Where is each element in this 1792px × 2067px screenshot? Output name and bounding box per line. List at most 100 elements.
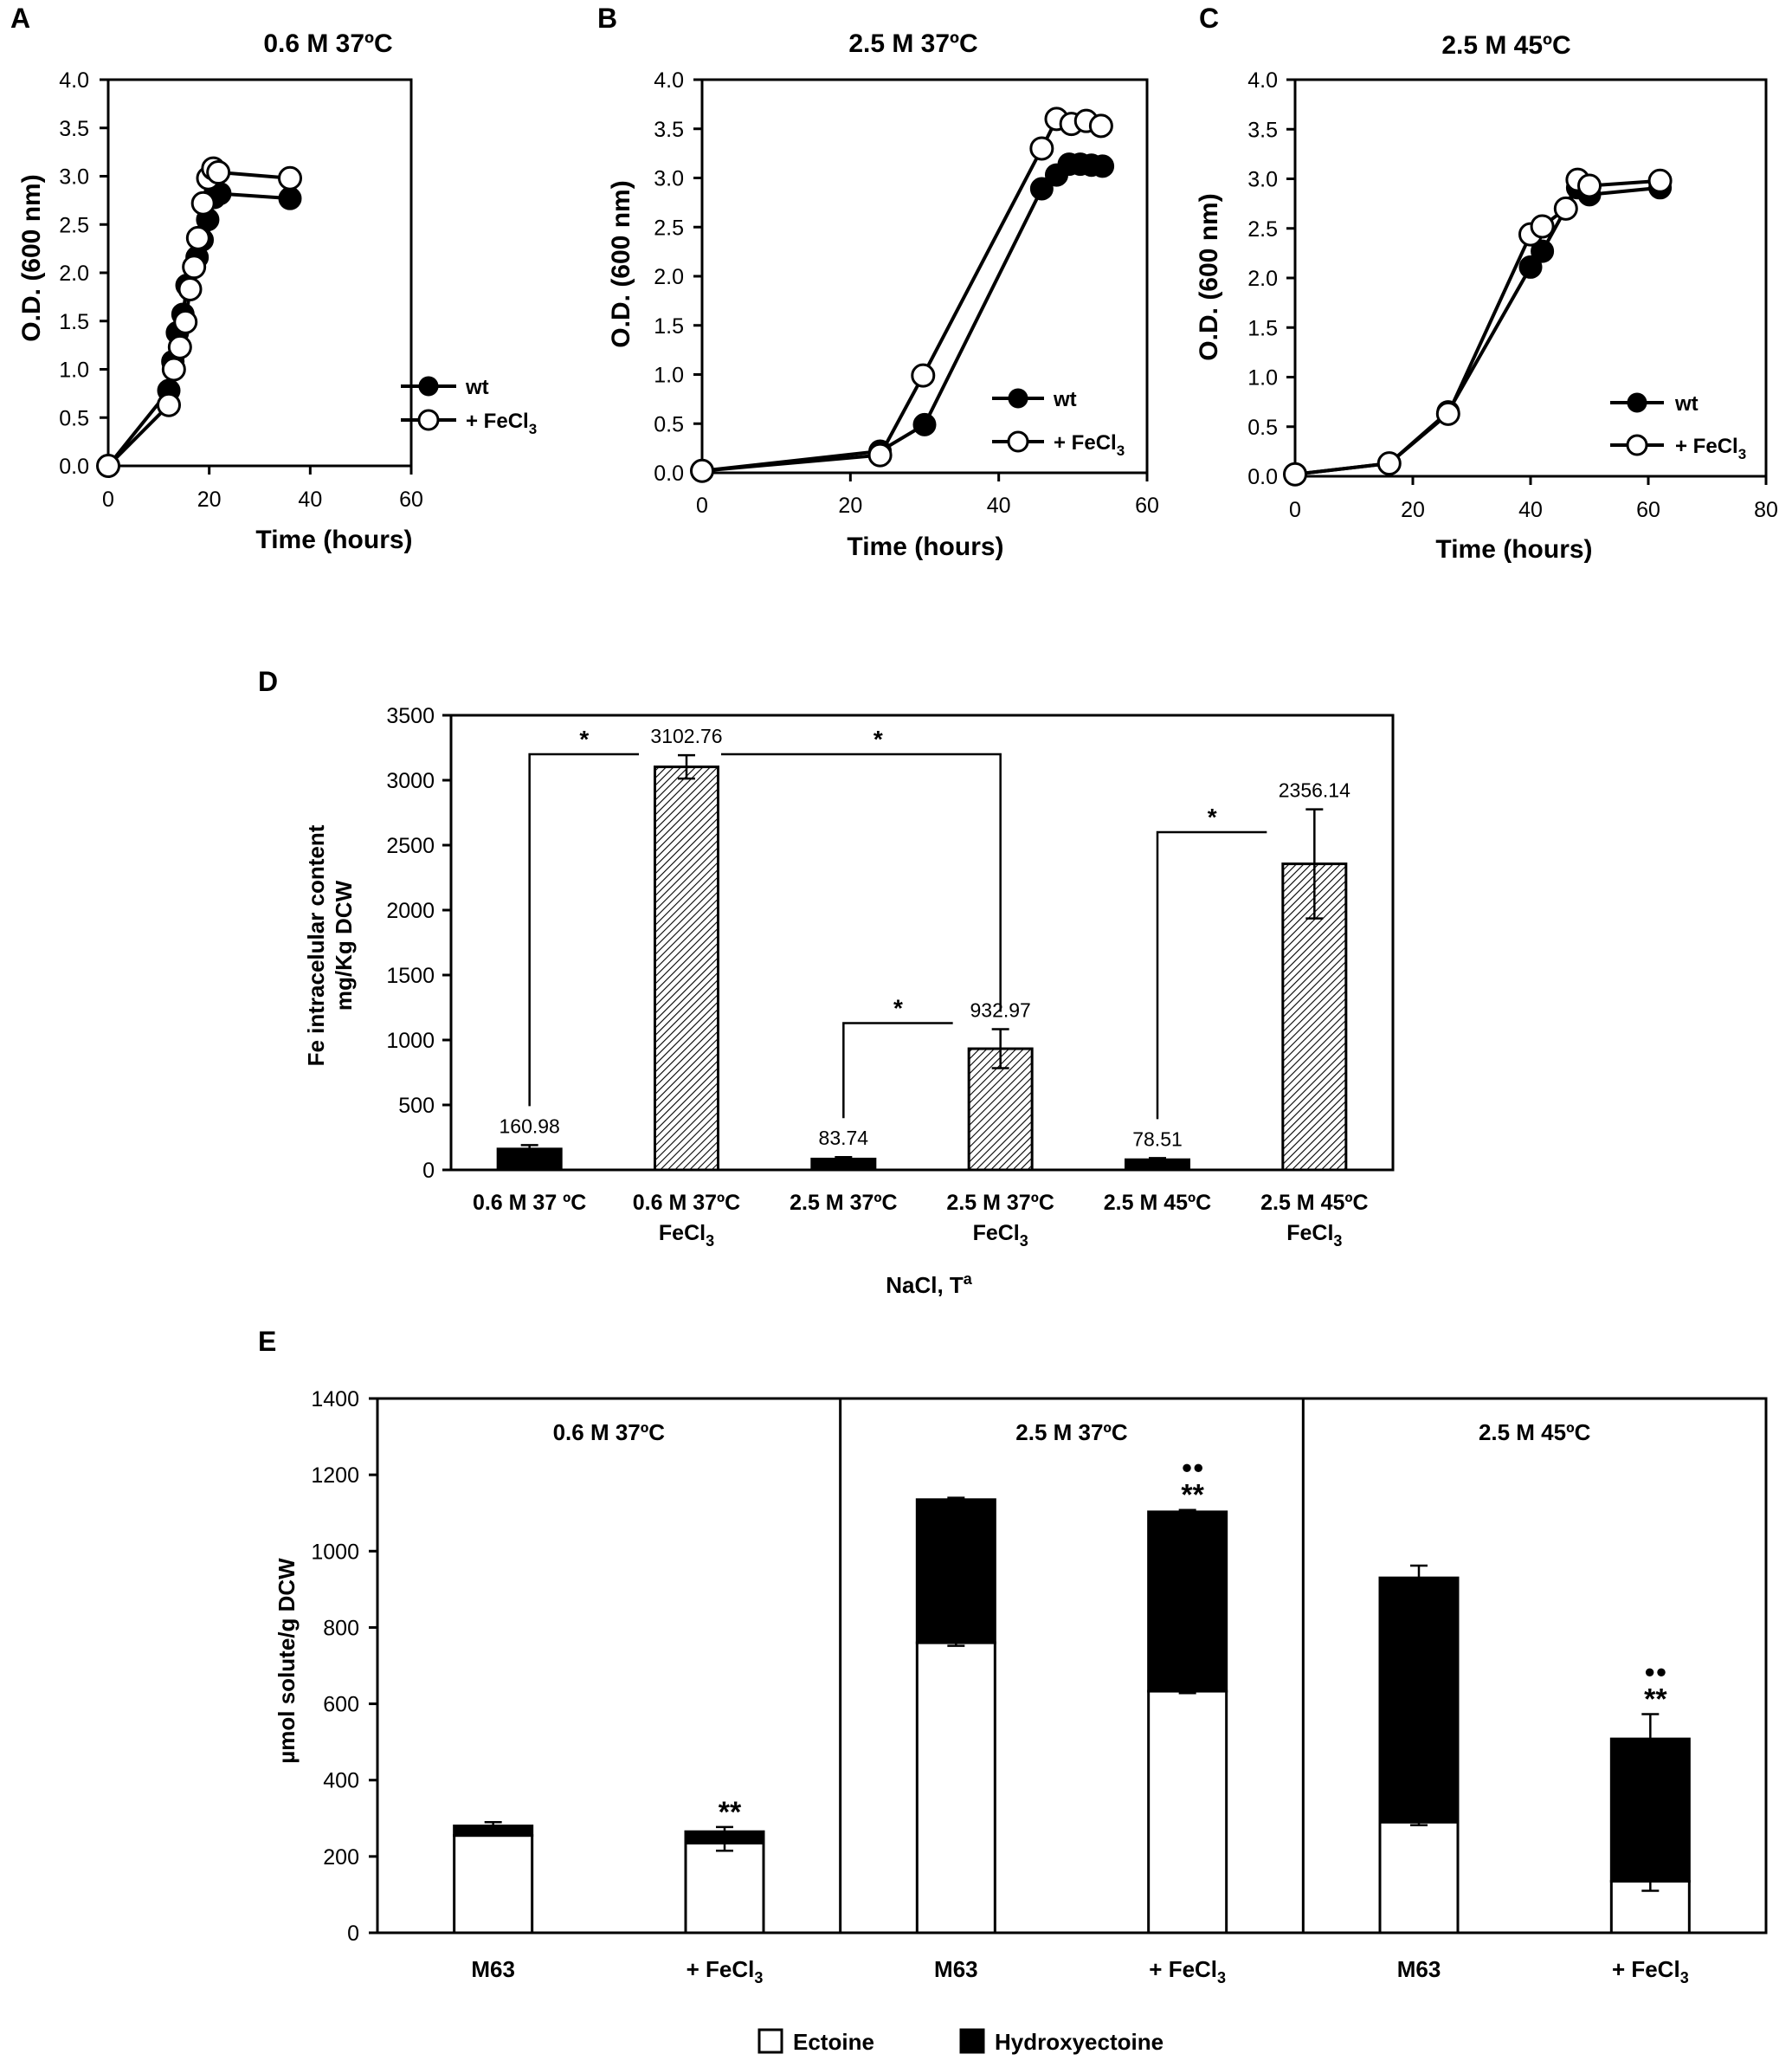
data-point-fecl3 [1029, 136, 1054, 161]
y-tick-label: 1200 [311, 1463, 359, 1488]
bar-segment-hydroxyectoine [1147, 1510, 1228, 1693]
x-tick-label: 40 [298, 488, 322, 512]
data-point-fecl3 [690, 458, 714, 483]
data-point-fecl3 [96, 454, 120, 478]
category-label: 2.5 M 45ºC [1104, 1191, 1211, 1215]
y-tick-label: 1.5 [654, 314, 684, 339]
y-tick-label: 4.0 [59, 68, 89, 93]
significance-stars: ** [1181, 1479, 1204, 1512]
data-point-fecl3 [1376, 451, 1402, 476]
significance-star: * [1208, 804, 1217, 830]
significance-star: * [579, 726, 589, 753]
panel-label-d: D [258, 666, 278, 697]
data-point-wt [912, 412, 937, 436]
bar-segment-hydroxyectoine [684, 1830, 765, 1844]
bar-segment-ectoine [915, 1641, 996, 1935]
significance-bracket [721, 753, 1002, 1012]
y-tick-label: 1.0 [1247, 366, 1278, 391]
bar-segment-ectoine [1147, 1689, 1228, 1935]
series-line-wt [701, 162, 1103, 473]
bar [654, 765, 719, 1172]
series-line-wt [1294, 185, 1660, 476]
significance-bracket [528, 753, 639, 1107]
category-label: M63 [471, 1956, 515, 1982]
y-tick-label: 2.5 [1247, 217, 1278, 242]
y-tick-label: 3500 [386, 704, 435, 728]
legend-label-fecl3: + FeCl3 [1054, 431, 1125, 459]
x-tick-label: 60 [399, 488, 423, 512]
panel-e-legend: Ectoine Hydroxyectoine [757, 2028, 1164, 2055]
y-tick-label: 2500 [386, 834, 435, 858]
panel-c-legend: wt + FeCl3 [1610, 392, 1746, 462]
panel-label-c: C [1199, 3, 1219, 34]
data-point-fecl3 [278, 165, 302, 191]
category-label-line2: FeCl3 [973, 1221, 1028, 1250]
y-tick-label: 1.0 [654, 364, 684, 388]
panel-c-xlabel: Time (hours) [1435, 535, 1592, 564]
data-point-fecl3 [190, 191, 216, 216]
y-tick-label: 1400 [311, 1387, 359, 1411]
data-point-fecl3 [157, 392, 181, 417]
y-tick-label: 3.5 [654, 118, 684, 142]
bar-segment-ectoine [1378, 1820, 1460, 1935]
panel-b-legend: wt + FeCl3 [992, 388, 1125, 459]
bar-segment-hydroxyectoine [1609, 1737, 1691, 1883]
data-point-fecl3 [911, 363, 936, 388]
bar [1281, 862, 1348, 1172]
data-point-fecl3 [1283, 462, 1307, 487]
bar-segment-hydroxyectoine [453, 1825, 534, 1838]
category-label: + FeCl3 [1149, 1956, 1226, 1986]
significance-bracket [842, 1022, 953, 1119]
panel-e-ylabel: µmol solute/g DCW [274, 1558, 300, 1764]
data-point-fecl3 [182, 255, 207, 280]
panel-d-ylabel-units: mg/Kg DCW [331, 880, 357, 1011]
y-tick-label: 3.0 [59, 165, 89, 190]
x-tick-label: 0 [1289, 498, 1301, 522]
y-tick-label: 800 [323, 1616, 359, 1640]
data-point-fecl3 [1435, 401, 1460, 426]
panel-d-chart: D Fe intracelular content mg/Kg DCW NaCl… [258, 666, 1395, 1298]
data-point-fecl3 [161, 357, 186, 382]
x-tick-label: 40 [987, 494, 1011, 518]
x-tick-label: 60 [1636, 498, 1660, 522]
panel-a-legend: wt + FeCl3 [401, 376, 537, 437]
y-tick-label: 4.0 [1247, 68, 1278, 93]
value-label: 2356.14 [1279, 779, 1350, 802]
y-tick-label: 3.5 [1247, 118, 1278, 142]
panel-b-title: 2.5 M 37ºC [848, 29, 977, 58]
category-label: M63 [1397, 1956, 1441, 1982]
panel-label-e: E [258, 1326, 276, 1357]
value-label: 3102.76 [650, 725, 722, 747]
y-tick-label: 2.5 [59, 213, 89, 237]
group-title: 2.5 M 37ºC [1015, 1419, 1128, 1445]
series-line-fecl3 [701, 117, 1102, 473]
y-tick-label: 1.5 [59, 310, 89, 334]
legend-label-fecl3: + FeCl3 [1675, 435, 1746, 462]
y-tick-label: 2.0 [59, 262, 89, 286]
y-tick-label: 2.5 [654, 216, 684, 240]
data-point-wt [1091, 154, 1115, 178]
data-point-fecl3 [1647, 168, 1673, 193]
y-tick-label: 1.5 [1247, 316, 1278, 340]
legend-swatch-hydroxyectoine [959, 2028, 985, 2054]
panel-a-title: 0.6 M 37ºC [263, 29, 392, 58]
y-tick-label: 2.0 [1247, 267, 1278, 291]
y-tick-label: 0.5 [59, 406, 89, 430]
x-tick-label: 0 [102, 488, 114, 512]
x-tick-label: 20 [197, 488, 222, 512]
data-point-fecl3 [1577, 173, 1602, 198]
x-tick-label: 20 [1401, 498, 1425, 522]
panel-b-chart: B 2.5 M 37ºC 0.0 0.5 1.0 1.5 2.0 2.5 3.0 3.5 4.0… [597, 3, 1159, 561]
panel-label-a: A [10, 3, 30, 34]
y-tick-label: 200 [323, 1845, 359, 1870]
significance-stars: ** [719, 1796, 742, 1829]
x-tick-label: 20 [838, 494, 862, 518]
legend-label-hydroxyectoine: Hydroxyectoine [995, 2029, 1164, 2055]
plot-frame [376, 1397, 1768, 1935]
y-tick-label: 1500 [386, 964, 435, 988]
data-point-fecl3 [206, 160, 231, 185]
category-label: + FeCl3 [1612, 1956, 1689, 1986]
data-point-wt [1518, 255, 1543, 279]
value-label: 78.51 [1132, 1127, 1183, 1150]
y-tick-label: 2.0 [654, 265, 684, 289]
